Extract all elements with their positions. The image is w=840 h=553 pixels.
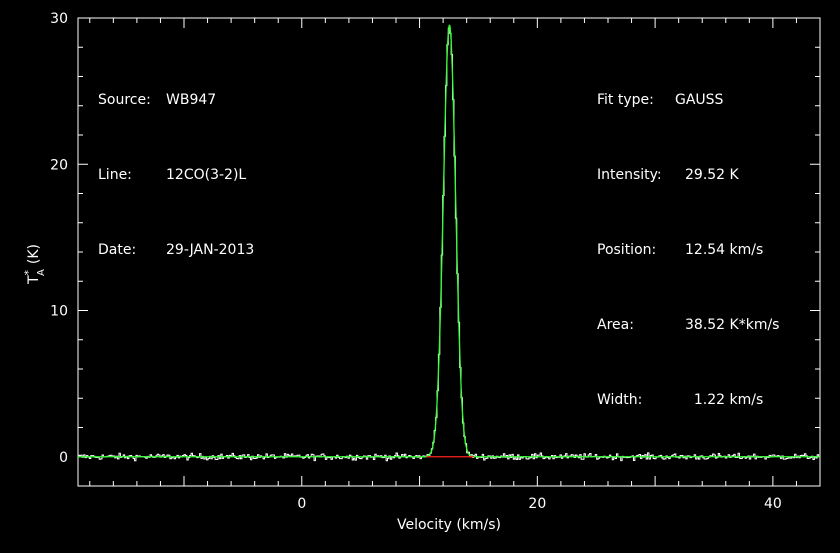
x-tick-label: 0	[297, 496, 306, 512]
info-row-position: Position: 12.54 km/s	[597, 238, 805, 263]
info-value: 1.22 km/s	[685, 392, 764, 408]
x-axis-label: Velocity (km/s)	[397, 517, 501, 533]
axis-ticks	[78, 17, 821, 487]
info-value: 29.52 K	[685, 167, 739, 183]
info-row-source: Source: WB947	[98, 88, 254, 113]
y-tick-label: 0	[59, 450, 68, 466]
x-tick-label: 20	[528, 496, 546, 512]
y-tick-label: 30	[50, 11, 68, 27]
info-key: Source:	[98, 92, 151, 108]
y-axis-label-text: T*A(K)	[22, 244, 47, 285]
y-tick-label: 10	[50, 304, 68, 320]
info-value: 29-JAN-2013	[166, 242, 255, 258]
axis-tick-labels: 0 20 40 0 10 20 30	[50, 11, 782, 512]
y-axis-label: T*A(K)	[22, 244, 47, 285]
info-key: Intensity:	[597, 167, 662, 183]
info-right-panel: Fit type: GAUSS Intensity: 29.52 K Positio…	[597, 38, 805, 438]
info-row-area: Area: 38.52 K*km/s	[597, 313, 805, 338]
info-row-fit-type: Fit type: GAUSS	[597, 88, 805, 113]
info-row-intensity: Intensity: 29.52 K	[597, 163, 805, 188]
info-value: 38.52 K*km/s	[685, 317, 780, 333]
y-tick-label: 20	[50, 157, 68, 173]
x-tick-label: 40	[764, 496, 782, 512]
info-value: WB947	[166, 92, 217, 108]
info-key: Position:	[597, 242, 657, 258]
info-value: 12CO(3-2)L	[166, 167, 247, 183]
info-row-width: Width: 1.22 km/s	[597, 388, 805, 413]
info-key: Fit type:	[597, 92, 654, 108]
info-key: Width:	[597, 392, 643, 408]
info-left-panel: Source: WB947 Line: 12CO(3-2)L Date: 29-JAN…	[98, 38, 254, 288]
info-value: 12.54 km/s	[685, 242, 764, 258]
info-row-date: Date: 29-JAN-2013	[98, 238, 254, 263]
info-row-line: Line: 12CO(3-2)L	[98, 163, 254, 188]
info-key: Date:	[98, 242, 137, 258]
info-key: Line:	[98, 167, 132, 183]
info-value: GAUSS	[675, 92, 724, 108]
info-key: Area:	[597, 317, 634, 333]
gaussian-fit-line	[78, 24, 820, 458]
